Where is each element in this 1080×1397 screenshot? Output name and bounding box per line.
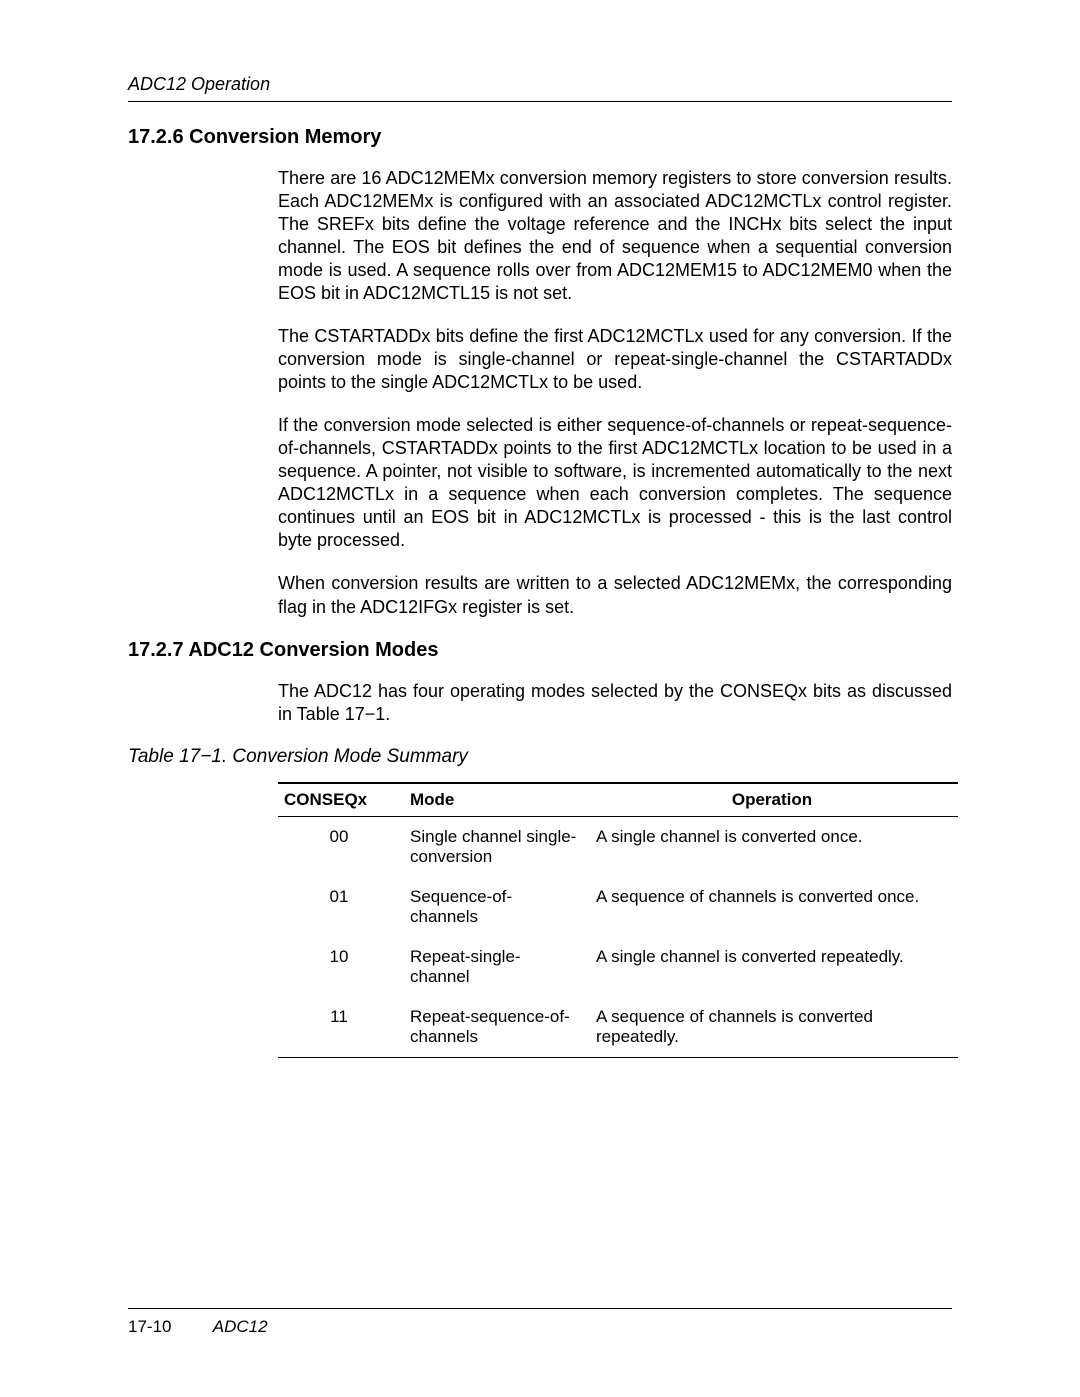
table-cell: A single channel is converted repeatedly… — [590, 937, 958, 997]
table-cell: 00 — [278, 816, 404, 877]
table-cell: 10 — [278, 937, 404, 997]
table-cell: 11 — [278, 997, 404, 1058]
paragraph: If the conversion mode selected is eithe… — [278, 414, 952, 552]
table-header-cell: CONSEQx — [278, 783, 404, 817]
table-cell: Repeat-sequence-of-channels — [404, 997, 590, 1058]
table-cell: Sequence-of-channels — [404, 877, 590, 937]
section-heading-conversion-memory: 17.2.6 Conversion Memory — [128, 126, 952, 149]
paragraph: There are 16 ADC12MEMx conversion memory… — [278, 167, 952, 305]
table-header-cell: Mode — [404, 783, 590, 817]
table-cell: Single channel single-conversion — [404, 816, 590, 877]
footer-page-number: 17-10 — [128, 1317, 208, 1337]
table-caption: Table 17−1. Conversion Mode Summary — [128, 746, 952, 768]
section-heading-conversion-modes: 17.2.7 ADC12 Conversion Modes — [128, 639, 952, 662]
header-rule — [128, 101, 952, 102]
paragraph: The CSTARTADDx bits define the first ADC… — [278, 325, 952, 394]
footer-rule — [128, 1308, 952, 1309]
paragraph: The ADC12 has four operating modes selec… — [278, 680, 952, 726]
section-body-conversion-memory: There are 16 ADC12MEMx conversion memory… — [278, 167, 952, 619]
table-cell: Repeat-single-channel — [404, 937, 590, 997]
footer-text: 17-10 ADC12 — [128, 1317, 952, 1337]
table-row: 11 Repeat-sequence-of-channels A sequenc… — [278, 997, 958, 1058]
conversion-mode-table: CONSEQx Mode Operation 00 Single channel… — [278, 782, 958, 1058]
table-cell: A sequence of channels is converted once… — [590, 877, 958, 937]
table-cell: A single channel is converted once. — [590, 816, 958, 877]
table-header-cell: Operation — [590, 783, 958, 817]
footer-chapter: ADC12 — [213, 1317, 268, 1336]
table-row: 00 Single channel single-conversion A si… — [278, 816, 958, 877]
table-header-row: CONSEQx Mode Operation — [278, 783, 958, 817]
table-row: 01 Sequence-of-channels A sequence of ch… — [278, 877, 958, 937]
section-body-conversion-modes: The ADC12 has four operating modes selec… — [278, 680, 952, 726]
page-footer: 17-10 ADC12 — [128, 1308, 952, 1337]
table-cell: A sequence of channels is converted repe… — [590, 997, 958, 1058]
table-cell: 01 — [278, 877, 404, 937]
table-row: 10 Repeat-single-channel A single channe… — [278, 937, 958, 997]
paragraph: When conversion results are written to a… — [278, 572, 952, 618]
running-head: ADC12 Operation — [128, 74, 952, 95]
document-page: ADC12 Operation 17.2.6 Conversion Memory… — [0, 0, 1080, 1397]
